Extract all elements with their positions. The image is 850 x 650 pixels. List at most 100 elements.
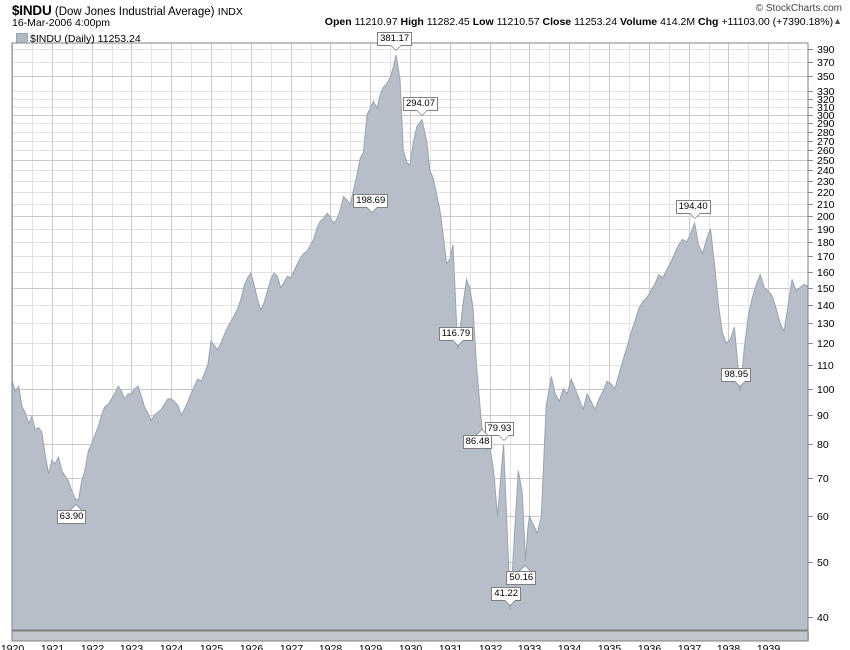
- svg-text:330: 330: [817, 86, 835, 98]
- svg-text:1937: 1937: [678, 643, 702, 650]
- price-annotation-label: 381.17: [377, 32, 413, 47]
- annotation-pointer: [391, 45, 402, 51]
- svg-text:1934: 1934: [558, 643, 582, 650]
- close-value: 11253.24: [574, 16, 618, 28]
- y-axis-labels: 40 50 60 70 80 90 100 110 120 130 140 150 160 170 1801…: [817, 44, 835, 624]
- annotation-pointer: [367, 207, 378, 213]
- svg-text:290: 290: [817, 118, 835, 130]
- page-title: $INDU (Dow Jones Industrial Average) IND…: [12, 3, 243, 18]
- svg-text:310: 310: [817, 102, 835, 114]
- exchange-code: INDX: [217, 6, 243, 18]
- high-label: High: [400, 16, 424, 28]
- annotation-pointer: [498, 434, 509, 440]
- svg-text:220: 220: [817, 187, 835, 199]
- svg-text:50: 50: [817, 557, 829, 569]
- svg-text:90: 90: [817, 410, 829, 422]
- svg-text:200: 200: [817, 211, 835, 223]
- svg-text:1923: 1923: [120, 643, 144, 650]
- high-value: 11282.45: [426, 16, 470, 28]
- annotation-pointer: [476, 429, 487, 435]
- price-annotation-label: 294.07: [402, 96, 438, 111]
- stockcharts-copyright: © StockCharts.com: [755, 3, 842, 14]
- svg-text:1938: 1938: [717, 643, 741, 650]
- price-annotation-label: 98.95: [721, 368, 752, 383]
- svg-text:170: 170: [817, 251, 835, 263]
- svg-text:270: 270: [817, 136, 835, 148]
- svg-text:350: 350: [817, 71, 835, 83]
- low-value: 11210.57: [496, 16, 540, 28]
- svg-text:1921: 1921: [41, 643, 65, 650]
- close-label: Close: [542, 16, 572, 28]
- svg-text:1930: 1930: [399, 643, 423, 650]
- svg-text:140: 140: [817, 300, 835, 312]
- volume-value: 414.2M: [660, 16, 696, 28]
- svg-text:1922: 1922: [81, 643, 105, 650]
- price-annotation-label: 198.69: [353, 194, 389, 209]
- price-annotation-label: 63.90: [56, 510, 87, 525]
- chart-plot-area: 40 50 60 70 80 90 100 110 120 130 140 150 160 170 180 1…: [0, 30, 850, 650]
- svg-text:190: 190: [817, 224, 835, 236]
- svg-text:130: 130: [817, 318, 835, 330]
- svg-text:1932: 1932: [479, 643, 503, 650]
- svg-text:1928: 1928: [319, 643, 343, 650]
- svg-text:230: 230: [817, 176, 835, 188]
- svg-text:320: 320: [817, 94, 835, 106]
- price-annotation-label: 79.93: [484, 421, 515, 436]
- svg-text:370: 370: [817, 57, 835, 69]
- svg-text:40: 40: [817, 612, 829, 624]
- price-annotation-label: 86.48: [462, 434, 493, 449]
- svg-text:100: 100: [817, 384, 835, 396]
- quote-summary: Open 11210.97 High 11282.45 Low 11210.57…: [325, 16, 842, 28]
- svg-text:390: 390: [817, 44, 835, 56]
- series-legend-label: $INDU (Daily) 11253.24: [30, 33, 141, 45]
- low-label: Low: [472, 16, 494, 28]
- svg-text:80: 80: [817, 439, 829, 451]
- price-annotation-label: 50.16: [506, 570, 537, 585]
- svg-text:260: 260: [817, 145, 835, 157]
- svg-text:280: 280: [817, 127, 835, 139]
- svg-text:1939: 1939: [757, 643, 781, 650]
- up-triangle-icon: ▲: [833, 16, 842, 26]
- price-annotation-label: 194.40: [675, 199, 711, 214]
- price-area-series: [11, 54, 808, 630]
- open-value: 11210.97: [354, 16, 398, 28]
- svg-text:1935: 1935: [598, 643, 622, 650]
- price-annotation-label: 116.79: [438, 327, 474, 341]
- volume-label: Volume: [620, 16, 658, 28]
- open-label: Open: [324, 16, 352, 28]
- ticker-symbol: $INDU: [12, 3, 52, 18]
- svg-text:120: 120: [817, 338, 835, 350]
- svg-text:180: 180: [817, 237, 835, 249]
- svg-text:150: 150: [817, 283, 835, 295]
- svg-text:250: 250: [817, 155, 835, 167]
- quote-timestamp: 16-Mar-2006 4:00pm: [12, 17, 111, 29]
- annotation-pointer: [70, 505, 81, 511]
- svg-text:60: 60: [817, 511, 829, 523]
- svg-text:1926: 1926: [240, 643, 264, 650]
- annotation-pointer: [689, 212, 700, 218]
- y-axis-ticks: [808, 49, 813, 618]
- svg-text:1927: 1927: [280, 643, 304, 650]
- annotation-pointer: [452, 340, 463, 345]
- svg-text:300: 300: [817, 110, 835, 122]
- annotation-pointer: [416, 109, 427, 115]
- svg-text:210: 210: [817, 199, 835, 211]
- chg-value: +11103.00 (+7390.18%): [721, 16, 834, 28]
- series-legend: $INDU (Daily) 11253.24: [16, 33, 141, 45]
- price-chart-svg: 4050607080901001101201301401501601701801…: [1, 42, 835, 650]
- index-long-name: (Dow Jones Industrial Average): [54, 6, 215, 18]
- price-annotation-label: 41.22: [491, 586, 522, 601]
- svg-text:1925: 1925: [200, 643, 224, 650]
- svg-text:1920: 1920: [1, 643, 25, 650]
- svg-text:1924: 1924: [160, 643, 184, 650]
- area-series-icon: [16, 33, 28, 43]
- svg-text:1933: 1933: [518, 643, 542, 650]
- annotation-pointer: [505, 599, 516, 605]
- chg-label: Chg: [698, 16, 719, 28]
- svg-text:1931: 1931: [439, 643, 463, 650]
- svg-text:160: 160: [817, 267, 835, 279]
- annotation-pointer: [735, 381, 746, 387]
- svg-text:70: 70: [817, 473, 829, 485]
- svg-text:110: 110: [817, 360, 834, 372]
